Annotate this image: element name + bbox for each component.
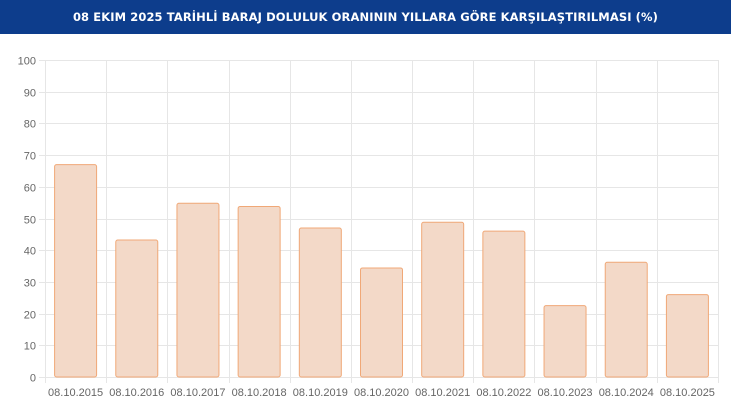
x-tick-label: 08.10.2021 bbox=[415, 387, 470, 399]
y-tick-label: 50 bbox=[24, 215, 36, 227]
y-tick-label: 40 bbox=[24, 246, 36, 258]
chart-area: 0 10 20 30 40 50 60 70 80 90 100 08.10.2015 08.10.20… bbox=[0, 34, 731, 410]
y-tick-label: 100 bbox=[18, 56, 36, 68]
x-tick-label: 08.10.2019 bbox=[293, 387, 348, 399]
bar-08.10.2017[interactable] bbox=[176, 202, 220, 378]
chart-title: 08 EKIM 2025 TARİHLİ BARAJ DOLULUK ORANI… bbox=[72, 10, 659, 24]
bar-08.10.2015[interactable] bbox=[54, 164, 98, 378]
bar-08.10.2022[interactable] bbox=[482, 230, 526, 378]
x-tick-label: 08.10.2023 bbox=[538, 387, 593, 399]
y-tick-label: 70 bbox=[24, 151, 36, 163]
y-tick-label: 90 bbox=[24, 88, 36, 100]
x-tick-label: 08.10.2022 bbox=[476, 387, 531, 399]
x-tick-label: 08.10.2025 bbox=[660, 387, 715, 399]
bar-08.10.2023[interactable] bbox=[543, 305, 587, 378]
bar-08.10.2021[interactable] bbox=[421, 221, 465, 378]
bar-08.10.2025[interactable] bbox=[665, 294, 709, 378]
x-tick-label: 08.10.2015 bbox=[48, 387, 103, 399]
bar-08.10.2020[interactable] bbox=[360, 267, 403, 378]
bar-08.10.2024[interactable] bbox=[604, 261, 648, 378]
y-tick-label: 30 bbox=[24, 278, 36, 290]
y-tick-label: 80 bbox=[24, 119, 36, 131]
y-tick-label: 60 bbox=[24, 183, 36, 195]
x-tick-label: 08.10.2017 bbox=[170, 387, 225, 399]
bar-08.10.2016[interactable] bbox=[115, 239, 159, 378]
bar-08.10.2018[interactable] bbox=[237, 205, 281, 378]
y-tick-label: 10 bbox=[24, 341, 36, 353]
y-tick-label: 20 bbox=[24, 310, 36, 322]
bar-08.10.2019[interactable] bbox=[298, 227, 342, 378]
x-tick-label: 08.10.2018 bbox=[232, 387, 287, 399]
bar-chart: 0 10 20 30 40 50 60 70 80 90 100 08.10.2015 08.10.20… bbox=[18, 56, 719, 399]
chart-title-bar: 08 EKIM 2025 TARİHLİ BARAJ DOLULUK ORANI… bbox=[0, 0, 731, 34]
y-tick-label: 0 bbox=[30, 373, 36, 385]
x-tick-label: 08.10.2024 bbox=[599, 387, 654, 399]
x-tick-label: 08.10.2016 bbox=[109, 387, 164, 399]
x-tick-label: 08.10.2020 bbox=[354, 387, 409, 399]
